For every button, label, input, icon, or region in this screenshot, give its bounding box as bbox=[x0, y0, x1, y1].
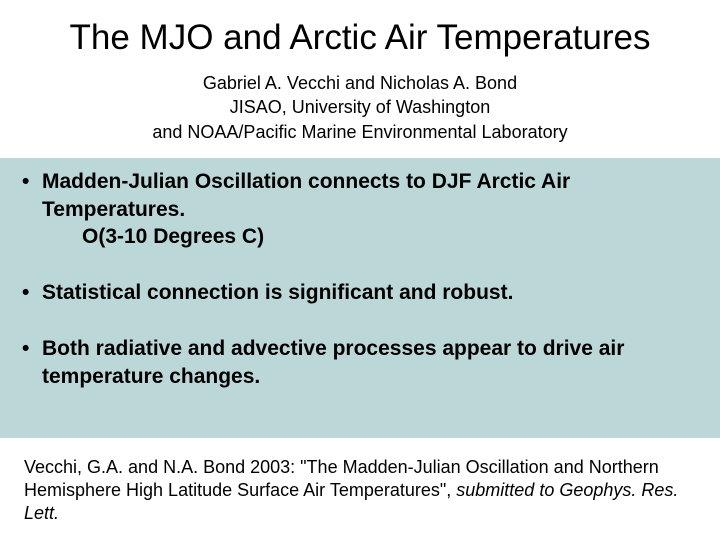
bullet-text: Madden-Julian Oscillation connects to DJ… bbox=[42, 170, 570, 221]
bullet-item: Both radiative and advective processes a… bbox=[22, 335, 690, 390]
bullet-item: Madden-Julian Oscillation connects to DJ… bbox=[22, 168, 690, 251]
author-names: Gabriel A. Vecchi and Nicholas A. Bond bbox=[0, 71, 720, 95]
author-block: Gabriel A. Vecchi and Nicholas A. Bond J… bbox=[0, 71, 720, 144]
bullet-sub-text: O(3-10 Degrees C) bbox=[42, 223, 690, 251]
highlight-box: Madden-Julian Oscillation connects to DJ… bbox=[0, 158, 720, 438]
slide-title: The MJO and Arctic Air Temperatures bbox=[0, 18, 720, 58]
bullet-text: Both radiative and advective processes a… bbox=[42, 337, 624, 388]
affiliation-line-1: JISAO, University of Washington bbox=[0, 95, 720, 119]
slide: The MJO and Arctic Air Temperatures Gabr… bbox=[0, 0, 720, 540]
bullet-item: Statistical connection is significant an… bbox=[22, 279, 690, 307]
affiliation-line-2: and NOAA/Pacific Marine Environmental La… bbox=[0, 120, 720, 144]
bullet-text: Statistical connection is significant an… bbox=[42, 281, 513, 304]
citation: Vecchi, G.A. and N.A. Bond 2003: "The Ma… bbox=[24, 456, 696, 525]
bullet-list: Madden-Julian Oscillation connects to DJ… bbox=[22, 168, 690, 390]
